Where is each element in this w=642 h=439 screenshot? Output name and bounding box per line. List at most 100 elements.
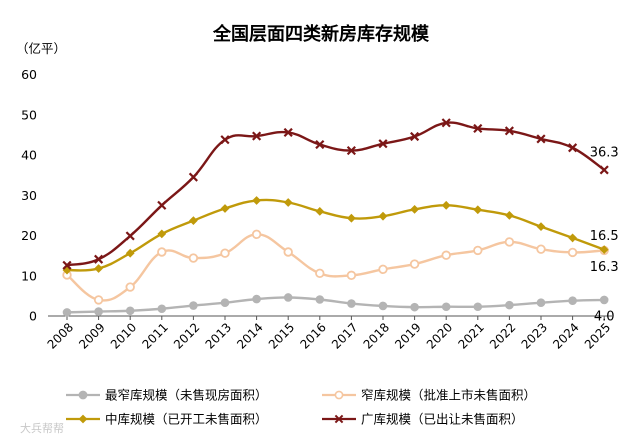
data-point — [125, 248, 135, 258]
data-point — [220, 248, 230, 258]
x-tick-label: 2008 — [45, 320, 76, 351]
series-line-medium — [66, 198, 605, 272]
x-tick-label: 2009 — [76, 320, 107, 351]
legend-label-wide: 广库规模（已出让未售面积） — [361, 412, 524, 427]
data-point — [567, 247, 578, 258]
data-point — [441, 118, 451, 128]
data-point — [473, 123, 483, 134]
data-point — [220, 204, 230, 213]
data-point — [220, 298, 230, 308]
data-point — [220, 135, 230, 145]
data-point — [157, 304, 167, 314]
legend-item-narrow[interactable]: 窄库规模（批准上市未售面积） — [322, 388, 536, 403]
data-point — [504, 126, 514, 136]
data-point — [568, 233, 577, 243]
x-tick-label: 2013 — [203, 320, 234, 351]
data-point — [94, 307, 103, 316]
data-point — [283, 127, 293, 138]
data-point — [473, 245, 483, 256]
data-point — [283, 247, 293, 257]
data-point — [62, 260, 72, 270]
data-point — [536, 222, 546, 232]
data-point — [346, 145, 356, 156]
x-tick-label: 2021 — [455, 320, 486, 351]
series-line-narrow — [66, 233, 605, 302]
y-tick-label: 60 — [21, 67, 37, 82]
data-point — [252, 131, 262, 141]
x-tick-label: 2010 — [108, 320, 139, 351]
end-label-narrow: 16.3 — [590, 260, 619, 275]
data-point — [599, 245, 609, 254]
data-point — [536, 134, 546, 144]
y-tick-label: 40 — [21, 148, 37, 163]
x-tick-label: 2011 — [139, 320, 170, 351]
data-point — [599, 165, 609, 175]
data-point — [536, 244, 546, 254]
legend-label-narrow: 窄库规模（批准上市未售面积） — [361, 388, 536, 403]
data-point — [505, 210, 514, 220]
x-tick-label: 2016 — [297, 320, 328, 351]
end-labels: 4.0 16.3 16.5 36.3 — [590, 145, 619, 324]
data-point — [157, 247, 167, 257]
data-point — [410, 131, 420, 142]
data-point — [125, 282, 135, 292]
legend-item-medium[interactable]: 中库规模（已开工未售面积） — [66, 412, 268, 427]
y-tick-label: 0 — [29, 309, 37, 324]
data-point — [189, 216, 198, 226]
legend-label-narrowest: 最窄库规模（未售现房面积） — [105, 388, 268, 403]
data-point — [473, 302, 483, 312]
data-point — [125, 231, 135, 241]
data-point — [410, 204, 419, 214]
x-tick-label: 2017 — [329, 320, 360, 351]
data-point — [409, 259, 420, 269]
series-layer — [62, 118, 609, 317]
x-tick-label: 2025 — [582, 320, 613, 351]
data-point — [94, 254, 104, 264]
data-point — [347, 299, 356, 308]
data-point — [188, 253, 199, 263]
series-narrow — [62, 229, 609, 305]
x-axis-ticks: 2008 2009 2010 2011 2012 2013 2014 2015 2016 2017… — [45, 316, 613, 352]
data-point — [378, 139, 388, 149]
series-medium — [62, 196, 609, 275]
x-tick-label: 2023 — [519, 320, 550, 351]
data-point — [157, 229, 167, 239]
y-tick-label: 30 — [21, 188, 37, 203]
x-tick-label: 2012 — [171, 320, 202, 351]
data-point — [347, 213, 356, 223]
data-point — [441, 250, 451, 260]
data-point — [315, 206, 325, 216]
data-point — [315, 139, 325, 150]
data-point — [441, 302, 451, 312]
data-point — [157, 200, 167, 210]
y-tick-label: 20 — [21, 228, 37, 243]
legend: 最窄库规模（未售现房面积） 窄库规模（批准上市未售面积） 中库规模（已开工未售面… — [66, 388, 536, 427]
data-point — [568, 143, 578, 153]
x-tick-label: 2022 — [487, 320, 518, 351]
data-point — [188, 172, 198, 182]
x-tick-label: 2015 — [266, 320, 297, 351]
legend-item-wide[interactable]: 广库规模（已出让未售面积） — [322, 412, 524, 427]
x-tick-label: 2020 — [424, 320, 455, 351]
data-point — [378, 264, 388, 275]
series-line-narrowest — [66, 296, 605, 314]
y-axis-ticks: 0 10 20 30 40 50 60 — [21, 67, 37, 324]
series-wide — [62, 118, 609, 270]
legend-item-narrowest[interactable]: 最窄库规模（未售现房面积） — [66, 388, 268, 403]
y-axis-unit-label: （亿平） — [16, 41, 66, 56]
data-point — [189, 301, 198, 310]
y-tick-label: 50 — [21, 107, 37, 122]
data-point — [346, 270, 357, 281]
chart-title: 全国层面四类新房库存规模 — [212, 23, 430, 45]
data-point — [252, 294, 261, 304]
data-point — [252, 196, 261, 205]
data-point — [93, 295, 104, 305]
x-tick-label: 2024 — [550, 320, 581, 351]
end-label-narrowest: 4.0 — [594, 309, 615, 324]
data-point — [599, 295, 609, 305]
x-tick-label: 2018 — [361, 320, 392, 351]
data-point — [505, 300, 514, 310]
data-point — [504, 237, 515, 247]
data-point — [283, 198, 293, 207]
